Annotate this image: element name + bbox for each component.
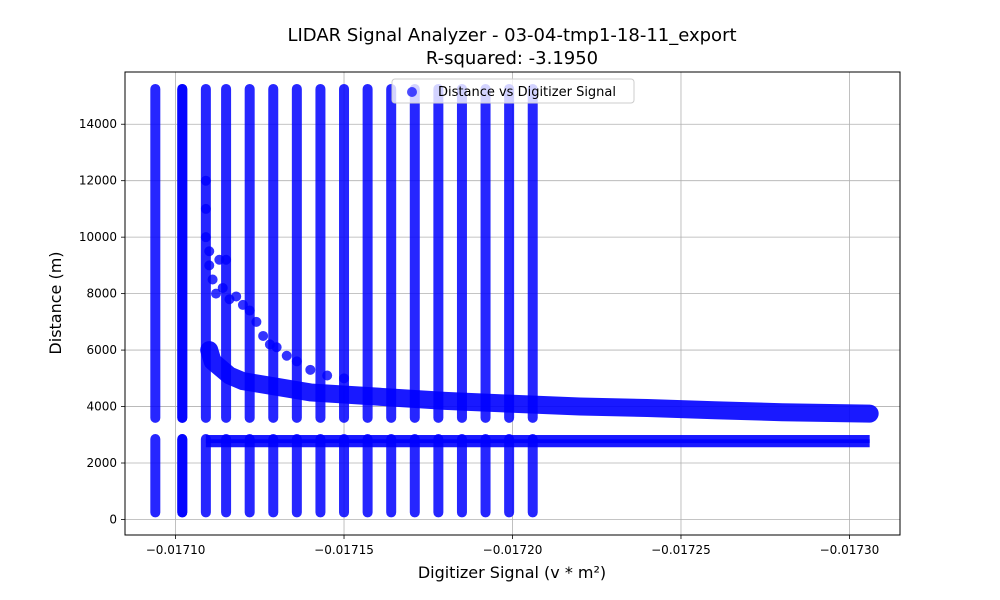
data-point: [204, 246, 215, 257]
data-band-vertical: [456, 434, 467, 518]
data-band-vertical: [244, 83, 255, 423]
data-band-vertical: [291, 83, 302, 423]
data-band-vertical: [177, 83, 188, 423]
data-band-vertical: [150, 434, 161, 518]
data-band-vertical: [177, 434, 188, 518]
data-band-vertical: [386, 83, 397, 423]
legend-box: [391, 78, 635, 104]
data-band-vertical: [200, 434, 211, 518]
data-band-vertical: [339, 434, 350, 518]
data-point: [281, 350, 292, 361]
x-tick-label: −0.01725: [651, 543, 711, 557]
data-band-vertical: [504, 434, 515, 518]
data-point: [291, 356, 302, 367]
data-layer: [150, 83, 879, 518]
x-tick-label: −0.01710: [146, 543, 206, 557]
data-point: [258, 330, 269, 341]
y-tick-label: 8000: [86, 287, 117, 301]
chart-title: LIDAR Signal Analyzer - 03-04-tmp1-18-11…: [287, 25, 736, 46]
data-point: [200, 203, 211, 214]
data-band-vertical: [315, 434, 326, 518]
data-point: [237, 299, 248, 310]
data-point: [204, 260, 215, 271]
data-band-vertical: [433, 83, 444, 423]
y-tick-label: 4000: [86, 400, 117, 414]
data-band-vertical: [456, 83, 467, 423]
data-band-vertical: [362, 434, 373, 518]
data-band-vertical: [315, 83, 326, 423]
data-point: [244, 305, 255, 316]
data-point: [271, 342, 282, 353]
y-tick-label: 12000: [79, 174, 117, 188]
data-band-vertical: [527, 434, 538, 518]
data-band-vertical: [362, 83, 373, 423]
data-band-vertical: [480, 83, 491, 423]
tick-layer: −0.01710 −0.01715 −0.01720 −0.01725 −0.01730…: [79, 117, 879, 557]
data-band-vertical: [268, 83, 279, 423]
data-band-vertical: [268, 434, 279, 518]
data-point: [339, 373, 350, 384]
data-band-vertical: [504, 83, 515, 423]
data-band-vertical: [433, 434, 444, 518]
data-point: [231, 291, 242, 302]
data-point: [251, 316, 262, 327]
data-point: [200, 175, 211, 186]
data-band-vertical: [244, 434, 255, 518]
data-band-vertical: [291, 434, 302, 518]
data-point: [322, 370, 333, 381]
y-tick-label: 10000: [79, 230, 117, 244]
x-tick-label: −0.01730: [820, 543, 880, 557]
data-band-vertical: [386, 434, 397, 518]
data-band-vertical: [480, 434, 491, 518]
data-point: [217, 282, 228, 293]
data-band-horizontal: [205, 439, 870, 448]
chart-subtitle: R-squared: -3.1950: [426, 48, 598, 69]
data-point: [207, 274, 218, 285]
x-tick-label: −0.01715: [314, 543, 374, 557]
x-axis-label: Digitizer Signal (v * m²): [418, 563, 606, 582]
data-band-vertical: [339, 83, 350, 423]
data-band-vertical: [527, 83, 538, 423]
data-curve: [200, 341, 879, 423]
legend-label: Distance vs Digitizer Signal: [438, 85, 616, 100]
data-band-vertical: [221, 434, 232, 518]
data-point: [210, 288, 221, 299]
legend: Distance vs Digitizer Signal: [391, 78, 635, 104]
x-tick-label: −0.01720: [483, 543, 543, 557]
data-point: [305, 364, 316, 375]
data-band-vertical: [409, 434, 420, 518]
y-axis-label: Distance (m): [46, 251, 65, 354]
data-band-vertical: [409, 83, 420, 423]
y-tick-label: 0: [109, 512, 117, 526]
y-tick-label: 6000: [86, 343, 117, 357]
data-point: [221, 254, 232, 265]
y-tick-label: 2000: [86, 456, 117, 470]
data-band-vertical: [221, 83, 232, 423]
legend-marker: [407, 87, 417, 97]
y-tick-label: 14000: [79, 117, 117, 131]
data-band-vertical: [150, 83, 161, 423]
data-point: [200, 232, 211, 243]
data-band-horizontal: [205, 435, 870, 444]
